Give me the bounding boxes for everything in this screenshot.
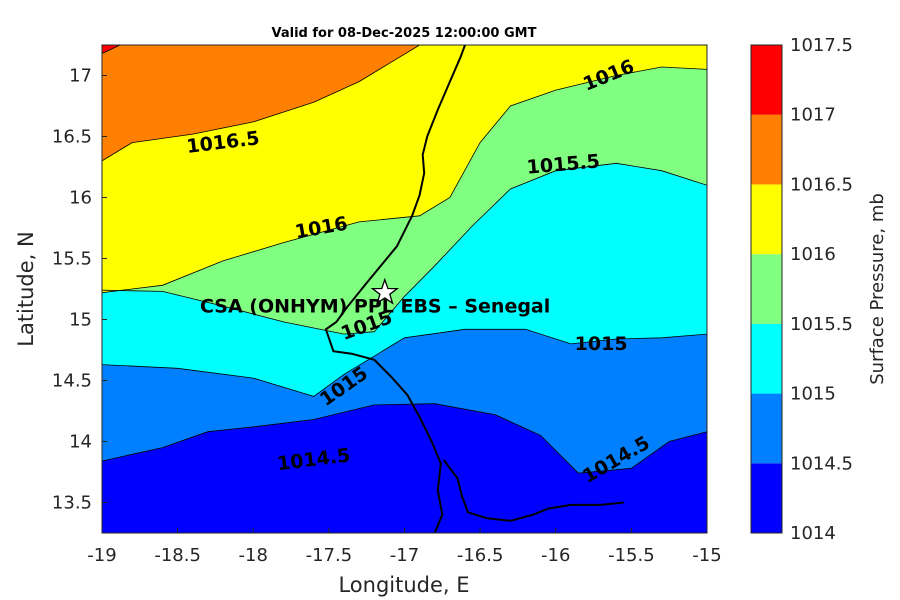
colorbar-ticks: 1014 1014.5 1015 1015.5 1016 1016.5 1017 1017.5 bbox=[790, 35, 853, 544]
x-axis-ticks: -19 -18.5 -18 -17.5 -17 -16.5 -16 -15.5 -15 bbox=[87, 528, 722, 566]
contour-line-1016 bbox=[102, 66, 707, 294]
x-tick-label: -15 bbox=[692, 545, 721, 566]
x-tick-label: -19 bbox=[87, 545, 116, 566]
y-tick-label: 16.5 bbox=[52, 127, 92, 148]
x-tick-label: -17.5 bbox=[306, 545, 353, 566]
contour-line-1014.5 bbox=[102, 403, 707, 474]
y-tick-label: 15.5 bbox=[52, 249, 92, 270]
chart-title: Valid for 08-Dec-2025 12:00:00 GMT bbox=[272, 26, 537, 41]
colorbar-tick-label: 1016.5 bbox=[790, 174, 853, 195]
y-tick-label: 14 bbox=[69, 432, 92, 453]
colorbar-tick-label: 1014.5 bbox=[790, 453, 853, 474]
x-tick-label: -18.5 bbox=[154, 545, 201, 566]
plot-area bbox=[102, 45, 707, 533]
colorbar bbox=[750, 44, 783, 534]
colorbar-tick-label: 1014 bbox=[790, 523, 836, 544]
coastline bbox=[324, 45, 624, 533]
filled-contours bbox=[102, 45, 707, 533]
y-axis-label: Latitude, N bbox=[14, 231, 38, 347]
colorbar-tick-label: 1015.5 bbox=[790, 314, 853, 335]
coastline-line bbox=[324, 45, 466, 533]
contour-line-1017 bbox=[102, 45, 121, 54]
colorbar-tick-label: 1015 bbox=[790, 384, 836, 405]
colorbar-tick-label: 1017.5 bbox=[790, 35, 853, 56]
x-axis-label: Longitude, E bbox=[338, 573, 469, 597]
y-tick-label: 17 bbox=[69, 66, 92, 87]
colorbar-segment bbox=[751, 463, 782, 533]
y-tick-label: 13.5 bbox=[52, 493, 92, 514]
station-label: CSA (ONHYM) PPL EBS – Senegal bbox=[200, 296, 550, 318]
x-tick-label: -17 bbox=[390, 545, 419, 566]
station-star-marker bbox=[370, 277, 400, 305]
colorbar-frame bbox=[750, 44, 783, 534]
river-line bbox=[442, 459, 624, 522]
contour-lines bbox=[102, 45, 707, 474]
x-tick-label: -16 bbox=[541, 545, 570, 566]
contour-label: 1015 bbox=[575, 333, 628, 355]
contour-line-1015.5 bbox=[102, 162, 707, 335]
y-tick-label: 16 bbox=[69, 188, 92, 209]
x-tick-label: -16.5 bbox=[457, 545, 504, 566]
colorbar-segment bbox=[751, 45, 782, 115]
colorbar-segment bbox=[751, 393, 782, 464]
station-marker-group: CSA (ONHYM) PPL EBS – Senegal bbox=[200, 277, 550, 318]
colorbar-segment bbox=[751, 184, 782, 255]
contour-line-1015 bbox=[102, 328, 707, 397]
colorbar-label: Surface Pressure, mb bbox=[867, 193, 888, 385]
x-tick-label: -18 bbox=[239, 545, 268, 566]
colorbar-segment bbox=[751, 254, 782, 324]
contour-line-1016.5 bbox=[102, 45, 420, 162]
band-1016.5-1017 bbox=[102, 45, 420, 161]
y-tick-label: 15 bbox=[69, 310, 92, 331]
y-tick-label: 14.5 bbox=[52, 371, 92, 392]
x-tick-label: -15.5 bbox=[608, 545, 655, 566]
colorbar-segment bbox=[751, 114, 782, 185]
y-axis-ticks: 13.5 14 14.5 15 15.5 16 16.5 17 bbox=[52, 66, 107, 514]
colorbar-segment bbox=[751, 323, 782, 394]
colorbar-tick-label: 1017 bbox=[790, 105, 836, 126]
colorbar-tick-label: 1016 bbox=[790, 244, 836, 265]
